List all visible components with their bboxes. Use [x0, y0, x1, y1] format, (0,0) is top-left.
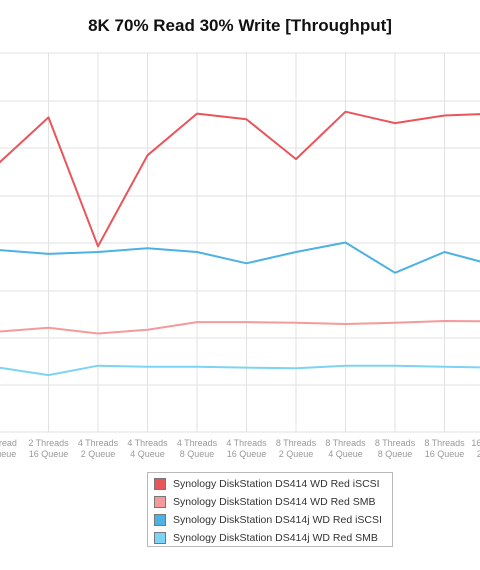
legend-item[interactable]: Synology DiskStation DS414 WD Red iSCSI: [154, 475, 392, 493]
legend-item[interactable]: Synology DiskStation DS414 WD Red SMB: [154, 493, 392, 511]
series-line-4: [0, 364, 480, 377]
legend-swatch: [154, 532, 166, 544]
x-tick-label: 8 Threads 8 Queue: [375, 438, 416, 459]
legend-swatch: [154, 514, 166, 526]
legend-item[interactable]: Synology DiskStation DS414j WD Red iSCSI: [154, 511, 392, 529]
legend-label: Synology DiskStation DS414j WD Red SMB: [173, 532, 378, 544]
legend-label: Synology DiskStation DS414 WD Red SMB: [173, 496, 376, 508]
series-line-1: [0, 110, 480, 248]
chart-title: 8K 70% Read 30% Write [Throughput]: [88, 16, 392, 35]
x-tick-label: 4 Threads 2 Queue: [78, 438, 119, 459]
series-line-2: [0, 320, 480, 335]
x-tick-label: 2 Threads 16 Queue: [28, 438, 69, 459]
legend: Synology DiskStation DS414 WD Red iSCSI S…: [147, 472, 393, 547]
x-tick-label: 8 Threads 4 Queue: [325, 438, 366, 459]
x-tick-label: 4 Threads 4 Queue: [127, 438, 168, 459]
legend-swatch: [154, 496, 166, 508]
x-tick-label: 1 Thread1 Queue: [0, 438, 17, 459]
x-tick-label: 4 Threads 8 Queue: [177, 438, 218, 459]
grid-lines: [0, 52, 480, 433]
x-tick-label: 8 Threads 16 Queue: [424, 438, 465, 459]
series-lines: [0, 110, 480, 377]
series-line-3: [0, 241, 480, 274]
legend-label: Synology DiskStation DS414 WD Red iSCSI: [173, 478, 380, 490]
legend-item[interactable]: Synology DiskStation DS414j WD Red SMB: [154, 529, 392, 547]
legend-swatch: [154, 478, 166, 490]
x-tick-label: 8 Threads 2 Queue: [276, 438, 317, 459]
legend-label: Synology DiskStation DS414j WD Red iSCSI: [173, 514, 382, 526]
x-tick-label: 4 Threads 16 Queue: [226, 438, 267, 459]
